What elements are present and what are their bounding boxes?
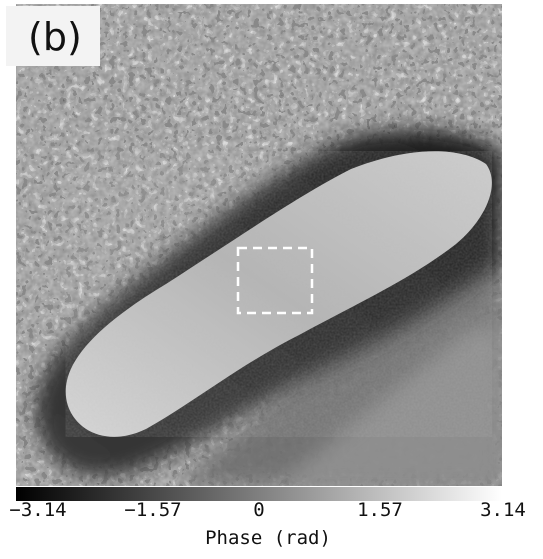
colorbar-tick-label: −3.14 — [9, 499, 67, 521]
colorbar-tick-label: 1.57 — [357, 499, 403, 521]
panel-label-box: (b) — [6, 6, 100, 66]
colorbar-tick-label: 3.14 — [480, 499, 526, 521]
colorbar-axis-label: Phase (rad) — [205, 527, 331, 549]
phase-colorbar — [16, 487, 502, 501]
colorbar-tick-label: 0 — [253, 499, 265, 521]
colorbar-tick-label: −1.57 — [124, 499, 182, 521]
phase-map-image — [16, 4, 502, 486]
panel-label: (b) — [28, 15, 82, 59]
